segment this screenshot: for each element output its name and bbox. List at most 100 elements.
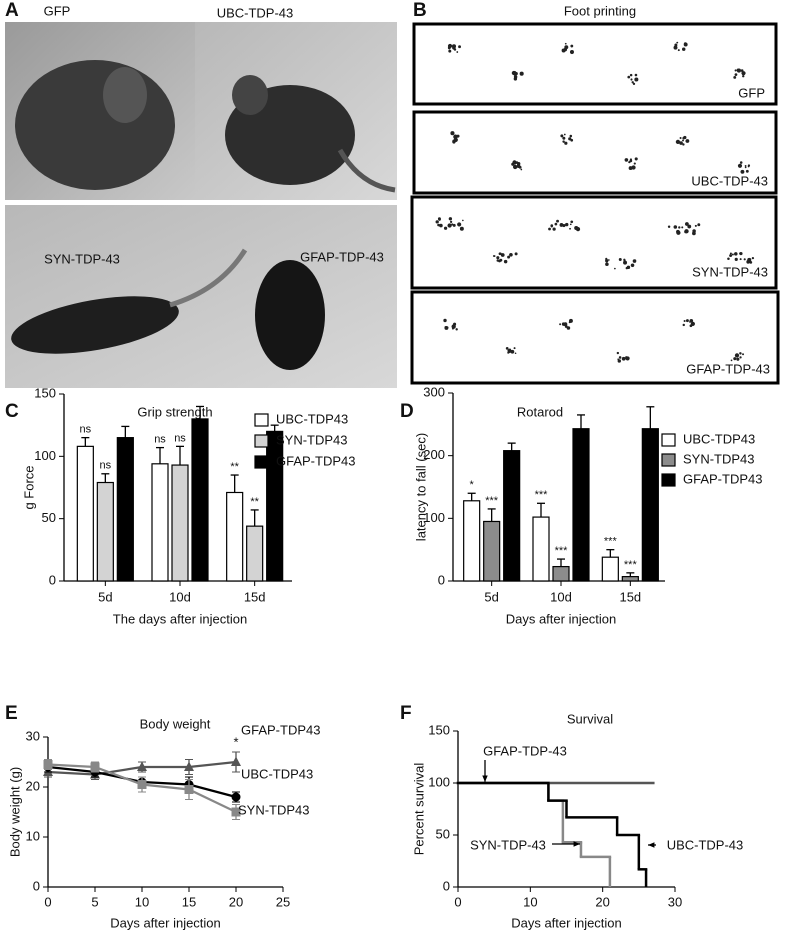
mouse	[255, 260, 325, 370]
footprint	[616, 351, 620, 355]
footprint	[679, 141, 683, 145]
footprint	[570, 44, 574, 48]
bar	[266, 430, 284, 582]
footprint	[623, 258, 626, 261]
x-tick-label: 15d	[619, 589, 641, 604]
footprint	[678, 226, 681, 229]
bar	[96, 481, 114, 582]
y-tick-label: 0	[438, 572, 445, 587]
footprint	[443, 226, 448, 230]
footprint	[514, 72, 518, 76]
footprint	[439, 223, 443, 228]
footprint	[559, 223, 564, 227]
footprint	[462, 219, 464, 222]
footprint	[561, 48, 566, 53]
footprint	[667, 225, 671, 228]
marker	[184, 761, 194, 771]
footprint	[744, 166, 747, 169]
footprint	[444, 326, 449, 330]
x-tick-label: 10	[523, 894, 537, 909]
footprint	[692, 229, 696, 233]
chart-title: Survival	[567, 711, 613, 726]
footprint	[736, 357, 740, 361]
footprint	[457, 222, 462, 227]
footprint	[513, 77, 518, 81]
footprint	[734, 69, 737, 72]
y-tick-label: 0	[49, 572, 56, 587]
footprint	[634, 73, 638, 77]
footprint	[453, 134, 458, 139]
y-tick-label: 300	[423, 384, 445, 399]
footprint	[552, 227, 556, 231]
footprint	[498, 252, 502, 256]
x-tick-label: 25	[276, 894, 290, 909]
photo-caption: UBC-TDP-43	[217, 5, 294, 20]
footprint	[631, 81, 634, 84]
footprint	[570, 220, 574, 224]
footprint	[679, 136, 682, 140]
footprint	[617, 359, 621, 363]
mouse	[15, 60, 175, 190]
footprint	[435, 220, 439, 224]
print-caption: UBC-TDP-43	[691, 173, 768, 188]
footprint	[734, 73, 738, 76]
y-tick-label: 10	[26, 828, 40, 843]
footprint	[674, 44, 678, 47]
marker	[231, 807, 241, 817]
footprint	[452, 223, 456, 227]
legend-swatch	[661, 453, 676, 467]
footprint	[632, 259, 637, 263]
footprint	[729, 254, 733, 258]
legend-swatch	[661, 433, 676, 447]
bar	[191, 418, 209, 582]
footprint	[634, 77, 639, 82]
marker	[137, 780, 147, 789]
footprint	[559, 323, 562, 326]
series-label: UBC-TDP-43	[667, 837, 744, 852]
significance-label: *	[233, 734, 238, 749]
series-label: GFAP-TDP43	[241, 722, 320, 737]
footprint	[512, 164, 518, 170]
significance-label: ***	[604, 536, 618, 548]
footprint	[560, 134, 564, 138]
x-tick-label: 15	[182, 894, 196, 909]
footprint	[569, 134, 573, 138]
footprint	[505, 346, 509, 350]
footprint	[737, 163, 743, 168]
series-label: SYN-TDP43	[238, 802, 310, 817]
footprint	[627, 75, 631, 79]
footprint	[751, 256, 755, 260]
footprint	[569, 50, 574, 55]
chart-title: Rotarod	[517, 404, 563, 419]
mouse-ear	[103, 67, 147, 123]
print-box	[410, 195, 778, 290]
footprint	[625, 356, 628, 359]
print-caption: GFAP-TDP-43	[686, 361, 770, 376]
footprint	[727, 257, 730, 260]
footprint	[747, 164, 751, 167]
footprint	[682, 136, 685, 140]
footprint	[682, 47, 686, 51]
significance-label: **	[250, 496, 259, 508]
x-tick-label: 10	[135, 894, 149, 909]
legend-label: GFAP-TDP43	[683, 471, 762, 486]
footprint	[456, 51, 459, 53]
footprint	[513, 347, 516, 350]
footprint	[676, 229, 680, 234]
footprint	[683, 319, 686, 323]
footprint	[741, 71, 746, 76]
series-label: UBC-TDP43	[241, 766, 313, 781]
footprint	[632, 82, 636, 86]
legend-swatch	[661, 473, 676, 487]
footprint	[554, 222, 558, 226]
print-box	[410, 290, 780, 385]
y-tick-label: 100	[34, 448, 56, 463]
footprint	[675, 139, 681, 145]
footprint	[690, 321, 695, 326]
bar	[483, 520, 501, 582]
x-axis-label: Days after injection	[506, 611, 617, 626]
footprint	[519, 71, 524, 76]
footprint	[633, 162, 636, 165]
bar	[532, 516, 550, 582]
significance-label: ns	[100, 460, 112, 472]
